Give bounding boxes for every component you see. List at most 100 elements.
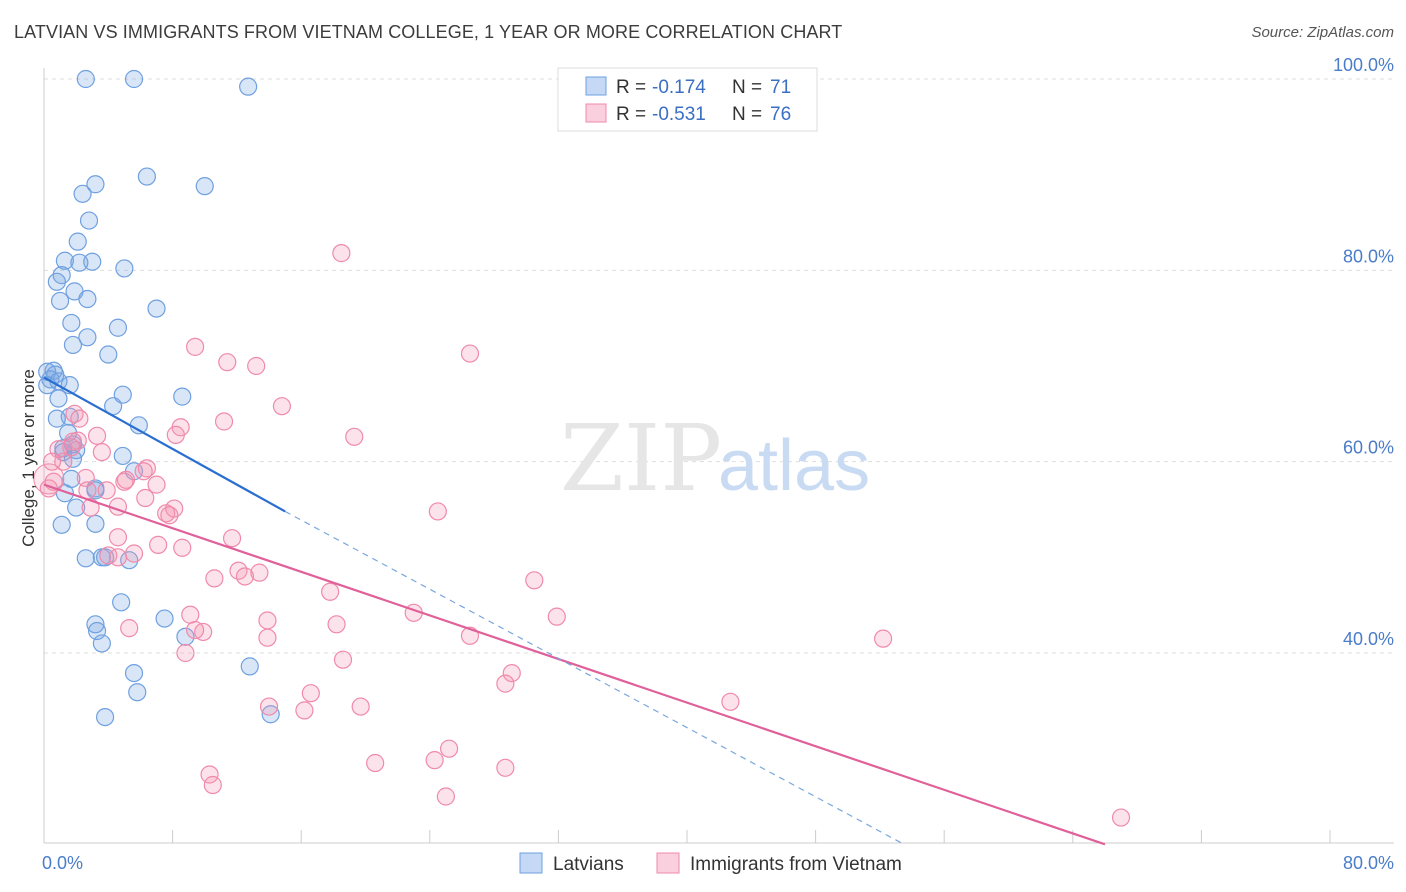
y-tick-label: 80.0% bbox=[1343, 246, 1394, 266]
vietnam-point bbox=[332, 244, 351, 263]
vietnam-point bbox=[134, 462, 153, 481]
chart-title: LATVIAN VS IMMIGRANTS FROM VIETNAM COLLE… bbox=[14, 22, 843, 42]
vietnam-point bbox=[327, 615, 346, 634]
legend-r-label-1: R = bbox=[616, 77, 646, 98]
latvian-point bbox=[70, 253, 89, 272]
vietnam-point bbox=[108, 548, 128, 567]
latvian-point bbox=[86, 514, 105, 533]
vietnam-point bbox=[81, 498, 100, 517]
vietnam-point bbox=[366, 753, 385, 773]
vietnam-point bbox=[97, 481, 116, 500]
vietnam-point bbox=[301, 684, 320, 703]
vietnam-point bbox=[436, 787, 455, 806]
vietnam-point bbox=[108, 528, 128, 547]
latvian-point bbox=[62, 313, 81, 333]
vietnam-point bbox=[247, 356, 266, 376]
vietnam-point bbox=[124, 544, 144, 563]
vietnam-point bbox=[218, 353, 237, 372]
vietnam-point bbox=[235, 567, 255, 586]
vietnam-point bbox=[258, 628, 277, 647]
vietnam-point bbox=[428, 502, 447, 521]
latvian-point bbox=[155, 609, 174, 628]
bottom-legend: Latvians Immigrants from Vietnam bbox=[519, 852, 902, 875]
vietnam-point bbox=[166, 425, 185, 444]
bottom-legend-swatch-latvians bbox=[519, 852, 543, 874]
x-tick-label: 80.0% bbox=[1343, 853, 1394, 873]
latvian-point bbox=[83, 252, 102, 271]
legend-r-value-2: -0.531 bbox=[652, 104, 706, 125]
y-tick-label: 60.0% bbox=[1343, 438, 1394, 458]
vietnam-point bbox=[425, 751, 444, 770]
latvian-point bbox=[261, 705, 280, 724]
trendlines bbox=[43, 376, 1106, 846]
y-tick-label: 40.0% bbox=[1343, 629, 1394, 649]
watermark-atlas: atlas bbox=[718, 426, 870, 506]
latvian-point bbox=[92, 634, 111, 653]
latvian-point bbox=[112, 593, 131, 612]
latvian-point bbox=[47, 272, 66, 291]
legend-n-value-2: 76 bbox=[770, 104, 791, 125]
latvian-point bbox=[50, 291, 70, 311]
vietnam-point bbox=[173, 538, 192, 557]
y-axis-label: College, 1 year or more bbox=[19, 369, 38, 547]
latvian-point bbox=[240, 657, 259, 676]
latvian-point bbox=[128, 683, 147, 702]
latvian-point bbox=[113, 446, 132, 466]
legend-n-label-1: N = bbox=[732, 77, 762, 98]
legend-swatch-vietnam bbox=[585, 103, 607, 123]
vietnam-point bbox=[186, 337, 205, 356]
vietnam-point bbox=[259, 697, 279, 716]
latvian-point bbox=[68, 232, 87, 251]
vietnam-point bbox=[214, 412, 234, 431]
latvian-point bbox=[78, 289, 97, 309]
latvian-point bbox=[99, 345, 118, 364]
latvian-point bbox=[47, 409, 66, 428]
vietnam-point bbox=[333, 650, 353, 669]
vietnam-point bbox=[496, 674, 515, 693]
vietnam-point bbox=[496, 758, 515, 777]
vietnam-point bbox=[222, 529, 242, 548]
vietnam-point bbox=[200, 765, 219, 784]
bottom-legend-vietnam: Immigrants from Vietnam bbox=[690, 854, 902, 875]
latvian-point bbox=[137, 167, 156, 186]
legend-n-label-2: N = bbox=[732, 104, 762, 125]
latvian-point bbox=[76, 549, 95, 568]
vietnam-point bbox=[460, 344, 480, 363]
vietnam-point bbox=[92, 443, 111, 462]
latvian-point bbox=[55, 251, 74, 270]
axes bbox=[43, 68, 1394, 844]
source-credit: Source: ZipAtlas.com bbox=[1251, 24, 1394, 41]
vietnam-point bbox=[181, 605, 200, 624]
latvian-point bbox=[49, 389, 68, 408]
trendline-latvians bbox=[43, 376, 286, 513]
latvian-point bbox=[78, 328, 97, 347]
vietnam-point bbox=[115, 472, 134, 491]
legend-n-value-1: 71 bbox=[770, 77, 791, 98]
vietnam-point bbox=[295, 701, 314, 720]
ticks: 40.0% 60.0% 80.0% 100.0% 0.0% 80.0% bbox=[42, 55, 1394, 873]
vietnam-point bbox=[186, 620, 205, 640]
latvian-point bbox=[86, 175, 105, 194]
vietnam-point bbox=[157, 504, 176, 523]
latvian-point bbox=[176, 627, 195, 646]
vietnam-point bbox=[525, 571, 544, 590]
vietnam-point bbox=[33, 463, 65, 495]
vietnam-point bbox=[258, 611, 277, 630]
latvian-point bbox=[173, 387, 192, 406]
latvian-point bbox=[124, 69, 144, 89]
latvian-point bbox=[239, 77, 258, 96]
vietnam-point bbox=[87, 426, 107, 445]
vietnam-point bbox=[70, 409, 89, 428]
latvian-point bbox=[67, 498, 86, 517]
latvian-point bbox=[124, 663, 144, 683]
vietnam-point bbox=[250, 563, 269, 582]
watermark: ZIP atlas bbox=[560, 405, 870, 512]
vietnam-point bbox=[502, 663, 521, 683]
latvian-point bbox=[95, 548, 115, 567]
latvian-point bbox=[63, 335, 83, 355]
trendline-vietnam bbox=[43, 483, 1106, 846]
latvian-point bbox=[76, 69, 95, 89]
latvian-point bbox=[52, 515, 71, 534]
latvian-point bbox=[115, 259, 134, 278]
